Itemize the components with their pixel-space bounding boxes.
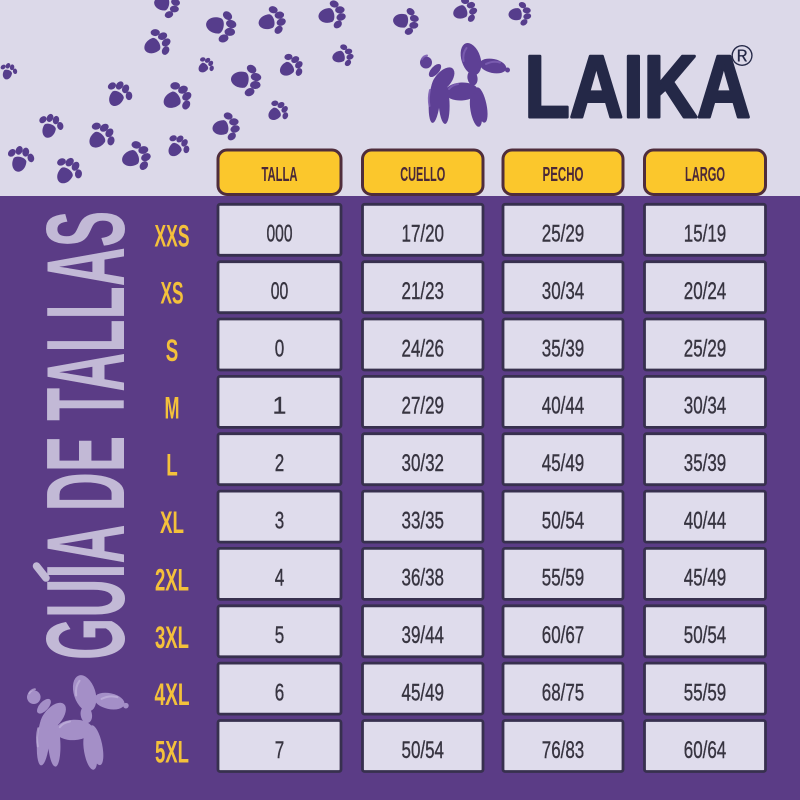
- svg-text:50/54: 50/54: [684, 622, 727, 649]
- svg-text:45/49: 45/49: [402, 679, 445, 706]
- svg-text:45/49: 45/49: [684, 565, 727, 592]
- svg-text:2XL: 2XL: [155, 561, 189, 597]
- svg-text:36/38: 36/38: [402, 565, 445, 592]
- svg-text:15/19: 15/19: [684, 221, 727, 248]
- svg-text:PECHO: PECHO: [543, 163, 584, 186]
- svg-text:68/75: 68/75: [542, 679, 585, 706]
- svg-text:L: L: [166, 447, 178, 483]
- svg-text:®: ®: [731, 40, 753, 73]
- svg-text:30/34: 30/34: [542, 278, 585, 305]
- svg-text:M: M: [165, 389, 180, 425]
- svg-text:S: S: [166, 332, 179, 368]
- svg-text:XL: XL: [160, 504, 184, 540]
- svg-text:21/23: 21/23: [402, 278, 445, 305]
- svg-text:7: 7: [275, 737, 285, 764]
- svg-text:17/20: 17/20: [402, 221, 445, 248]
- svg-text:0: 0: [275, 335, 285, 362]
- svg-text:27/29: 27/29: [402, 393, 445, 420]
- svg-text:25/29: 25/29: [542, 221, 585, 248]
- svg-text:3XL: 3XL: [155, 619, 189, 655]
- svg-text:GUIA DE TALLAS: GUIA DE TALLAS: [24, 211, 148, 660]
- svg-text:6: 6: [275, 679, 285, 706]
- svg-text:55/59: 55/59: [542, 565, 585, 592]
- svg-text:24/26: 24/26: [402, 335, 445, 362]
- svg-text:3: 3: [275, 507, 285, 534]
- svg-text:60/64: 60/64: [684, 737, 727, 764]
- svg-text:5XL: 5XL: [155, 734, 189, 770]
- svg-text:XS: XS: [161, 275, 184, 311]
- svg-text:35/39: 35/39: [542, 335, 585, 362]
- svg-text:55/59: 55/59: [684, 679, 727, 706]
- svg-text:20/24: 20/24: [684, 278, 727, 305]
- svg-text:000: 000: [267, 221, 293, 248]
- svg-text:4XL: 4XL: [155, 676, 190, 712]
- svg-text:76/83: 76/83: [542, 737, 585, 764]
- svg-text:4: 4: [275, 565, 285, 592]
- svg-text:40/44: 40/44: [542, 393, 585, 420]
- svg-text:XXS: XXS: [155, 217, 190, 253]
- svg-text:TALLA: TALLA: [262, 163, 298, 186]
- svg-text:30/34: 30/34: [684, 393, 727, 420]
- svg-text:33/35: 33/35: [402, 507, 445, 534]
- svg-text:45/49: 45/49: [542, 450, 585, 477]
- svg-text:35/39: 35/39: [684, 450, 727, 477]
- svg-text:60/67: 60/67: [542, 622, 585, 649]
- svg-text:39/44: 39/44: [402, 622, 445, 649]
- svg-text:LARGO: LARGO: [685, 163, 725, 186]
- svg-text:2: 2: [275, 450, 285, 477]
- svg-text:5: 5: [275, 622, 285, 649]
- svg-text:50/54: 50/54: [402, 737, 445, 764]
- svg-text:25/29: 25/29: [684, 335, 727, 362]
- svg-text:30/32: 30/32: [402, 450, 445, 477]
- svg-text:LAIKA: LAIKA: [525, 37, 751, 136]
- svg-text:CUELLO: CUELLO: [400, 163, 445, 186]
- svg-text:00: 00: [271, 278, 289, 305]
- svg-text:40/44: 40/44: [684, 507, 727, 534]
- svg-text:1: 1: [273, 393, 287, 420]
- svg-text:50/54: 50/54: [542, 507, 585, 534]
